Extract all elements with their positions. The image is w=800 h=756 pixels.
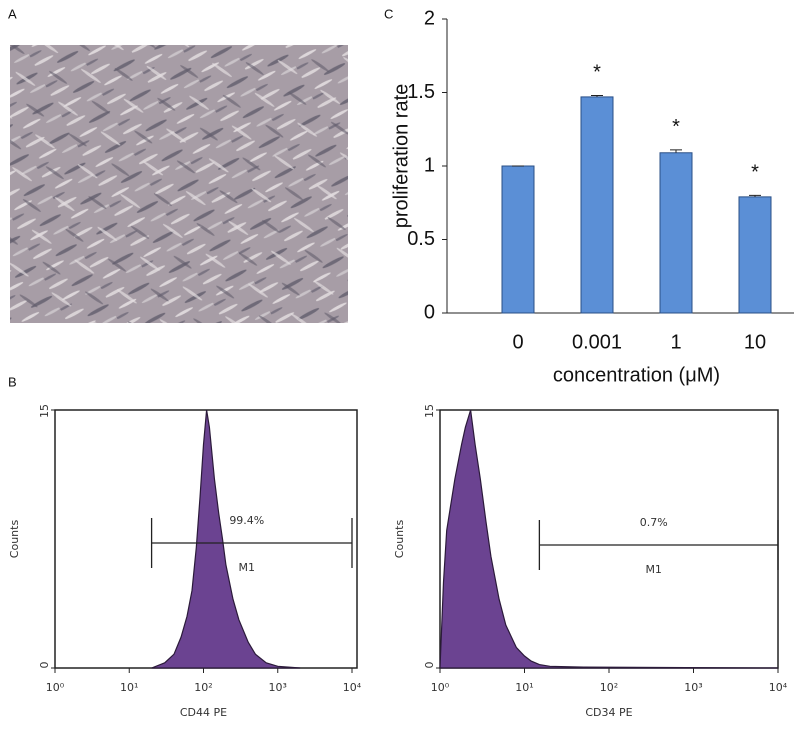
micrograph — [10, 45, 348, 323]
bar — [501, 165, 535, 314]
x-tick-label: 10⁰ — [46, 681, 65, 694]
histogram-area — [439, 409, 779, 669]
histogram-area — [151, 409, 301, 669]
y-tick-label: 0 — [424, 301, 435, 323]
y-axis-label: proliferation rate — [390, 84, 412, 229]
significance: * — [672, 116, 680, 138]
x-tick-label: 10⁴ — [769, 681, 788, 694]
x-tick-label: 10³ — [269, 681, 287, 694]
x-axis-label: CD34 PE — [585, 706, 632, 719]
panel-label: B — [8, 374, 17, 389]
x-tick-label: 10¹ — [120, 681, 138, 694]
error-bar — [670, 149, 682, 153]
x-tick-label: 0 — [512, 331, 523, 353]
y-axis-label: Counts — [8, 520, 21, 559]
x-tick-label: 10³ — [684, 681, 702, 694]
gate — [150, 518, 353, 568]
y-axis-label: Counts — [393, 520, 406, 559]
significance: * — [593, 62, 601, 84]
y-tick-label: 15 — [423, 404, 436, 418]
panel-label: A — [8, 6, 17, 21]
x-tick-label: 10² — [600, 681, 618, 694]
x-tick-label: 0.001 — [572, 331, 622, 353]
x-tick-label: 10 — [744, 331, 766, 353]
gate-name: M1 — [239, 561, 256, 574]
gate-percent: 0.7% — [640, 516, 668, 529]
x-tick-label: 10⁴ — [343, 681, 362, 694]
y-tick-label: 1.5 — [407, 81, 435, 103]
y-tick-label: 0.5 — [407, 228, 435, 250]
x-tick-label: 10⁰ — [431, 681, 450, 694]
error-bar — [591, 94, 603, 97]
x-tick-label: 10² — [194, 681, 212, 694]
x-tick-label: 1 — [670, 331, 681, 353]
gate-name: M1 — [645, 563, 662, 576]
gate — [538, 520, 779, 570]
gate-percent: 99.4% — [229, 514, 264, 527]
significance: * — [751, 162, 759, 184]
bar — [738, 196, 772, 314]
y-tick-label: 2 — [424, 7, 435, 29]
y-tick-label: 0 — [423, 662, 436, 669]
bar — [580, 96, 614, 314]
panel-label: C — [384, 6, 393, 21]
bar — [659, 152, 693, 314]
y-tick-label: 15 — [38, 404, 51, 418]
error-bar — [749, 194, 761, 197]
x-tick-label: 10¹ — [515, 681, 533, 694]
x-axis-label: concentration (μM) — [553, 364, 720, 386]
y-tick-label: 1 — [424, 154, 435, 176]
x-axis-label: CD44 PE — [180, 706, 227, 719]
y-tick-label: 0 — [38, 662, 51, 669]
